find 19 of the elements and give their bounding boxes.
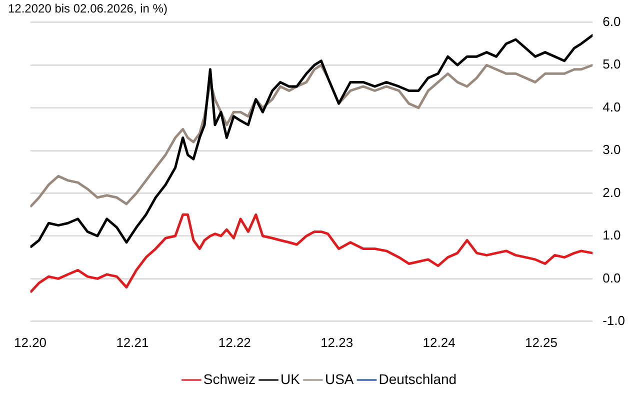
x-tick-label: 12.24 — [422, 334, 456, 350]
legend-label: UK — [280, 370, 301, 387]
chart-title: 12.2020 bis 02.06.2026, in %) — [8, 2, 168, 16]
x-tick-label: 12.22 — [218, 334, 251, 350]
legend-label: Schweiz — [203, 370, 256, 387]
y-tick-label: 0.0 — [602, 270, 621, 286]
y-tick-label: 1.0 — [602, 228, 621, 243]
legend-label: USA — [324, 370, 354, 387]
legend-label: Deutschland — [378, 370, 457, 387]
x-tick-label: 12.23 — [320, 334, 354, 350]
y-tick-label: 2.0 — [602, 184, 621, 200]
x-tick-label: 12.21 — [116, 334, 149, 350]
x-tick-label: 12.25 — [524, 334, 558, 350]
y-tick-label: 5.0 — [602, 56, 621, 72]
y-tick-label: -1.0 — [602, 312, 626, 328]
x-tick-label: 12.20 — [14, 334, 47, 350]
y-tick-label: 4.0 — [602, 99, 621, 114]
y-tick-label: 6.0 — [602, 14, 621, 29]
y-tick-label: 3.0 — [602, 142, 621, 158]
